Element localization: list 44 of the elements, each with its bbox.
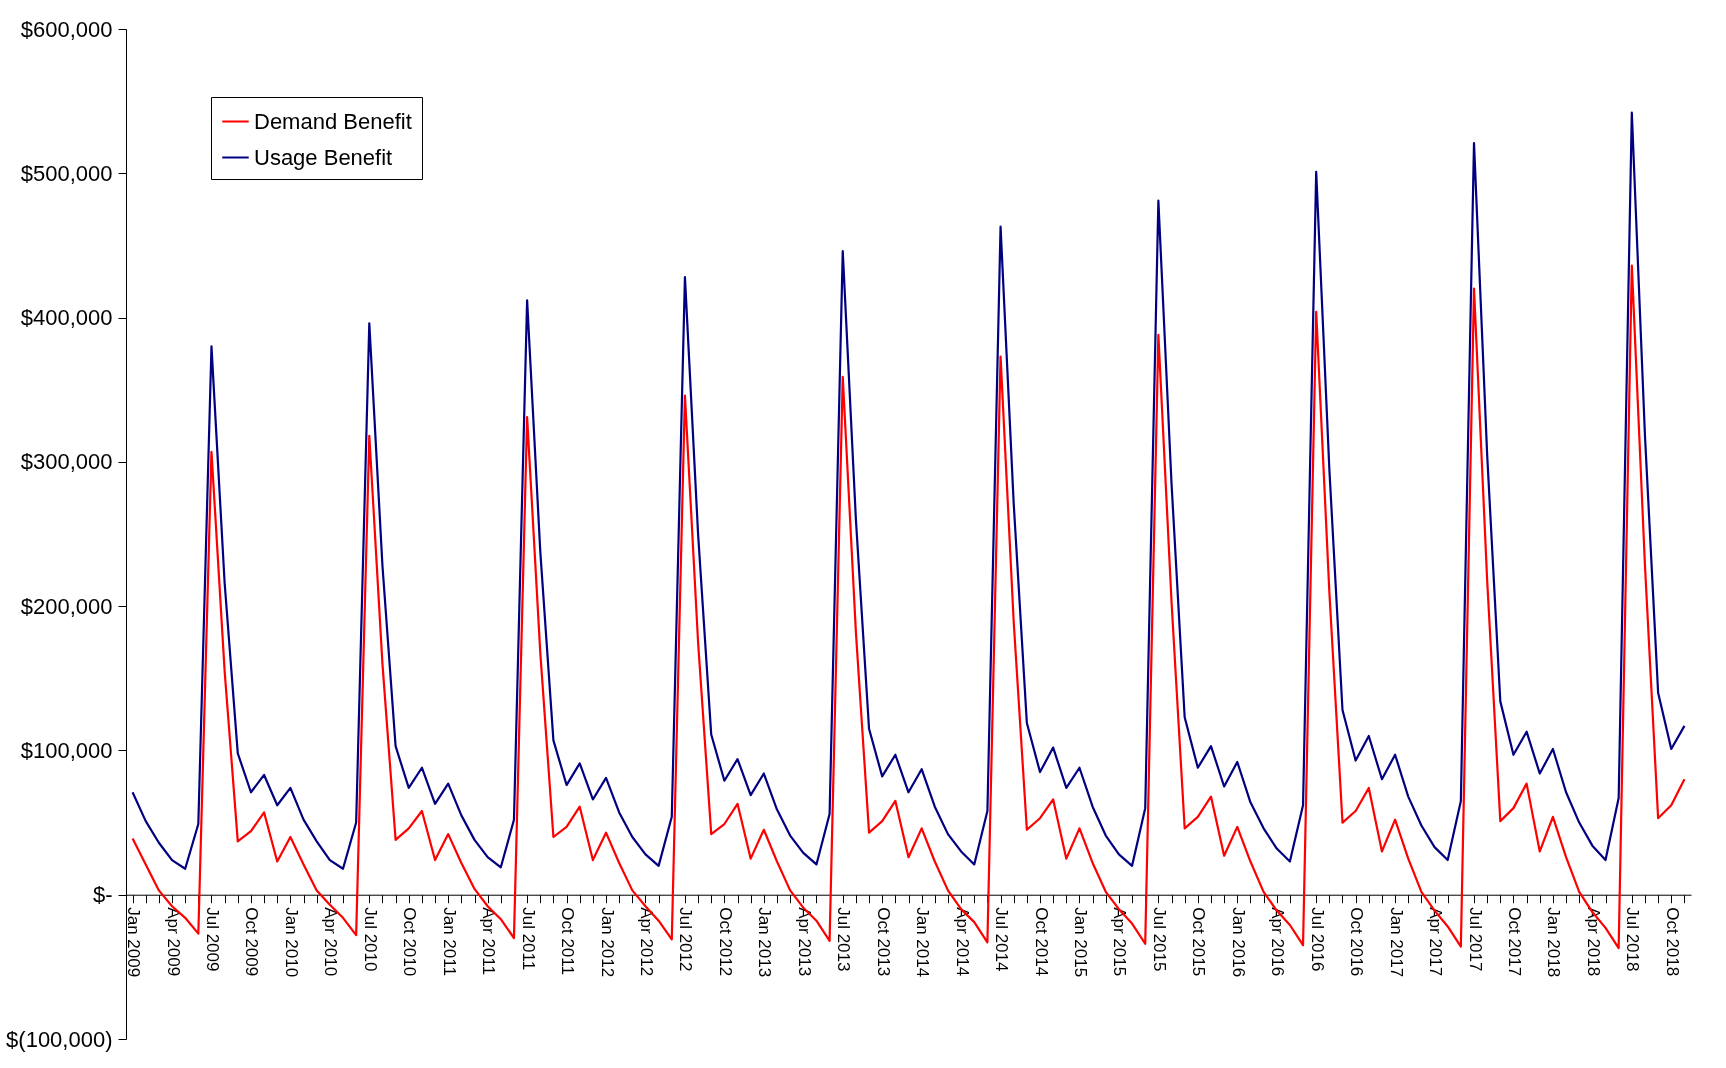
- y-tick-label: $200,000: [20, 593, 113, 619]
- x-tick-label: Jul 2014: [992, 907, 1012, 972]
- x-tick-label: Jul 2012: [676, 907, 696, 972]
- x-tick-label: Jan 2018: [1544, 907, 1564, 978]
- x-tick-label: Oct 2009: [242, 907, 262, 977]
- x-tick-label: Oct 2017: [1504, 907, 1524, 977]
- y-tick-label: $400,000: [20, 305, 113, 331]
- x-tick-label: Jan 2013: [755, 907, 775, 978]
- x-tick-label: Oct 2012: [715, 907, 735, 977]
- y-tick-label: $(100,000): [6, 1026, 113, 1052]
- x-tick-label: Jul 2010: [360, 907, 380, 972]
- x-tick-label: Oct 2013: [873, 907, 893, 977]
- x-tick-label: Jul 2018: [1623, 907, 1643, 972]
- line-series: [131, 111, 1686, 870]
- x-tick-label: Jul 2011: [518, 907, 538, 971]
- y-tick-label: $300,000: [20, 449, 113, 475]
- x-tick-label: Oct 2016: [1347, 907, 1367, 977]
- y-tick-label: $-: [92, 882, 113, 908]
- x-tick-label: Jan 2016: [1228, 907, 1248, 978]
- x-tick-label: Jan 2017: [1386, 907, 1406, 978]
- legend-label: Usage Benefit: [254, 144, 393, 170]
- legend-label: Demand Benefit: [254, 108, 412, 134]
- x-tick-label: Jul 2016: [1307, 907, 1327, 972]
- x-tick-label: Apr 2017: [1426, 907, 1446, 977]
- x-tick-label: Jan 2012: [597, 907, 617, 978]
- x-tick-label: Jan 2015: [1070, 907, 1090, 978]
- x-tick-label: Oct 2011: [558, 907, 578, 975]
- x-tick-label: Jul 2017: [1465, 907, 1485, 972]
- x-tick-label: Jul 2009: [202, 907, 222, 972]
- x-tick-label: Jan 2011: [439, 907, 459, 976]
- x-tick-label: Oct 2015: [1189, 907, 1209, 977]
- y-tick-label: $100,000: [20, 737, 113, 763]
- x-tick-label: Oct 2010: [400, 907, 420, 977]
- x-tick-label: Jul 2015: [1149, 907, 1169, 972]
- x-tick-label: Oct 2018: [1662, 907, 1682, 977]
- x-tick-label: Apr 2010: [321, 907, 341, 977]
- x-tick-label: Jan 2009: [124, 907, 144, 978]
- x-tick-label: Oct 2014: [1031, 907, 1051, 977]
- y-tick-label: $600,000: [20, 16, 113, 42]
- x-tick-label: Apr 2014: [952, 907, 972, 977]
- x-tick-label: Jul 2013: [834, 907, 854, 972]
- x-tick-label: Jan 2010: [281, 907, 301, 978]
- x-tick-label: Jan 2014: [913, 907, 933, 978]
- y-tick-label: $500,000: [20, 160, 113, 186]
